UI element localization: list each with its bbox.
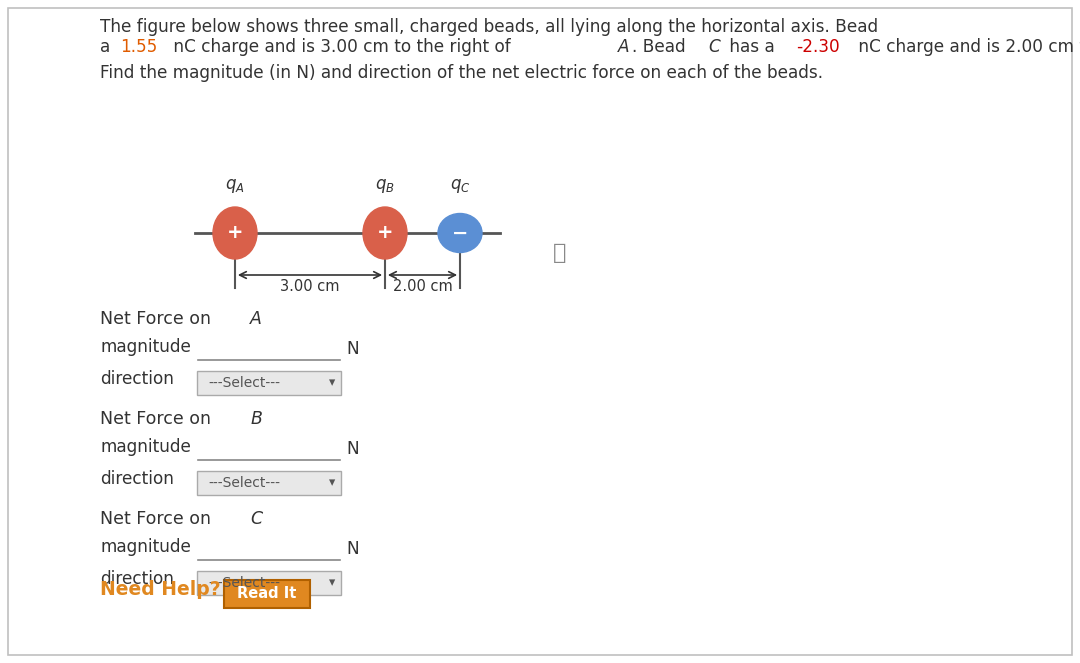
- Text: ---Select---: ---Select---: [208, 476, 280, 490]
- Bar: [198, 540, 340, 560]
- Text: A: A: [251, 310, 262, 328]
- Text: ▾: ▾: [329, 577, 335, 589]
- Text: N: N: [346, 340, 359, 358]
- Text: The figure below shows three small, charged beads, all lying along the horizonta: The figure below shows three small, char…: [100, 18, 883, 36]
- Text: direction: direction: [100, 570, 174, 588]
- Text: $q_A$: $q_A$: [225, 177, 245, 195]
- Text: B: B: [251, 410, 262, 428]
- Text: direction: direction: [100, 470, 174, 488]
- Text: +: +: [377, 223, 393, 243]
- Text: ---Select---: ---Select---: [208, 376, 280, 390]
- Text: 2.00 cm: 2.00 cm: [393, 279, 453, 294]
- Text: Net Force on: Net Force on: [100, 310, 216, 328]
- Text: a: a: [100, 38, 116, 56]
- Text: . Bead: . Bead: [633, 38, 691, 56]
- Text: C: C: [251, 510, 262, 528]
- Text: ---Select---: ---Select---: [208, 576, 280, 590]
- Ellipse shape: [213, 207, 257, 259]
- Text: A: A: [618, 38, 629, 56]
- Text: N: N: [346, 540, 359, 558]
- Ellipse shape: [363, 207, 407, 259]
- Text: magnitude: magnitude: [100, 438, 191, 456]
- Text: $q_C$: $q_C$: [449, 177, 470, 195]
- Text: magnitude: magnitude: [100, 338, 191, 356]
- Text: C: C: [708, 38, 720, 56]
- Text: 1.55: 1.55: [120, 38, 158, 56]
- Text: N: N: [346, 440, 359, 458]
- FancyBboxPatch shape: [197, 571, 341, 595]
- Text: Net Force on: Net Force on: [100, 510, 216, 528]
- Text: nC charge and is 3.00 cm to the right of: nC charge and is 3.00 cm to the right of: [168, 38, 516, 56]
- Text: ▾: ▾: [329, 477, 335, 489]
- Text: has a: has a: [724, 38, 780, 56]
- Text: -2.30: -2.30: [796, 38, 840, 56]
- Text: +: +: [227, 223, 243, 243]
- Text: magnitude: magnitude: [100, 538, 191, 556]
- FancyBboxPatch shape: [197, 471, 341, 495]
- Bar: [198, 440, 340, 460]
- Text: ⓘ: ⓘ: [553, 243, 567, 263]
- Text: Net Force on: Net Force on: [100, 410, 216, 428]
- Text: $q_B$: $q_B$: [375, 177, 395, 195]
- Text: Read It: Read It: [238, 587, 297, 601]
- FancyBboxPatch shape: [8, 8, 1072, 655]
- Text: −: −: [451, 223, 469, 243]
- Text: ▾: ▾: [329, 377, 335, 389]
- Text: nC charge and is 2.00 cm to the right of: nC charge and is 2.00 cm to the right of: [852, 38, 1080, 56]
- Text: Find the magnitude (in N) and direction of the net electric force on each of the: Find the magnitude (in N) and direction …: [100, 64, 823, 82]
- Text: 3.00 cm: 3.00 cm: [280, 279, 340, 294]
- Text: direction: direction: [100, 370, 174, 388]
- Ellipse shape: [438, 213, 482, 253]
- Text: Need Help?: Need Help?: [100, 580, 220, 599]
- Bar: [198, 340, 340, 360]
- FancyBboxPatch shape: [224, 580, 310, 608]
- FancyBboxPatch shape: [197, 371, 341, 395]
